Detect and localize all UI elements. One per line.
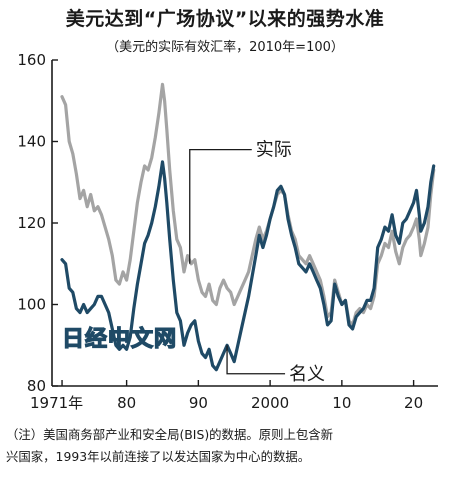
callout-label-nominal: 名义 [289,364,325,385]
chart-subtitle: （美元的实际有效汇率，2010年=100） [106,40,344,55]
footnote: （注）美国商务部产业和安全局(BIS)的数据。原则上包含新 兴国家，1993年以… [6,424,446,468]
chart-series-layer [60,82,436,372]
x-tick-label: 10 [332,394,351,412]
x-tick-label: 90 [189,394,208,412]
y-tick-label: 100 [17,296,46,314]
footnote-line-2: 兴国家，1993年以前连接了以发达国家为中心的数据。 [6,449,311,464]
callout-leader-real [189,148,252,264]
callout-label-real: 实际 [256,140,292,161]
y-tick-label: 140 [17,133,46,151]
x-tick-label: 80 [117,394,136,412]
watermark-logo: 日经中文网 [62,326,177,352]
y-tick-label: 120 [17,214,46,232]
y-tick-label: 160 [17,51,46,69]
y-tick-label: 80 [27,377,46,395]
chart-title: 美元达到“广场协议”以来的强势水准 [65,8,385,30]
x-tick-label: 2000 [251,394,289,412]
series-line-nominal [60,160,436,372]
series-line-real [60,82,436,327]
x-tick-label: 20 [404,394,423,412]
footnote-line-1: （注）美国商务部产业和安全局(BIS)的数据。原则上包含新 [6,427,334,442]
callout-leader-nominal [226,345,286,375]
x-tick-label: 1971年 [30,394,83,412]
